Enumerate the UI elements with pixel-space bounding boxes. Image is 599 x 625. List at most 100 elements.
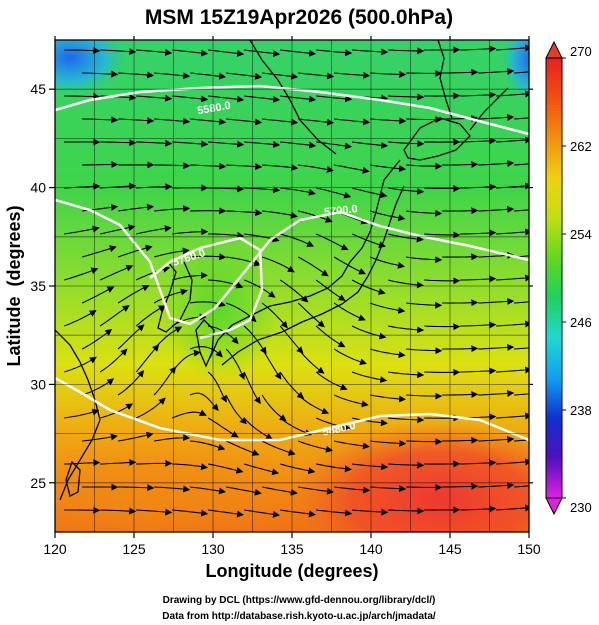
streamline-arrow <box>208 231 245 239</box>
streamline-arrow <box>81 328 113 350</box>
kyushu-coast <box>195 319 215 368</box>
streamline-arrow <box>496 504 529 512</box>
streamline-arrow <box>514 163 529 166</box>
streamline-arrow <box>63 356 97 373</box>
streamline-arrow <box>315 325 346 348</box>
streamline-arrow <box>406 209 443 217</box>
streamline-arrow <box>315 233 349 251</box>
streamline-arrow <box>496 366 529 374</box>
streamline-arrow <box>388 371 425 379</box>
korea-coast <box>157 261 193 333</box>
streamline-arrow <box>406 162 443 170</box>
streamline-arrow <box>514 117 529 120</box>
warm-core <box>290 420 529 532</box>
streamline-arrow <box>352 463 389 471</box>
colorbar-top-arrow <box>545 40 563 59</box>
streamline-arrow <box>478 389 515 397</box>
streamline-arrow <box>333 302 366 321</box>
streamline-arrow <box>496 320 529 328</box>
streamline-arrow <box>136 48 173 56</box>
streamline-arrow <box>118 431 154 442</box>
streamline-arrow <box>117 324 145 350</box>
streamline-arrow <box>279 417 312 436</box>
streamline-arrow <box>478 297 515 305</box>
credit-line-1: Drawing by DCL (https://www.gfd-dennou.o… <box>163 595 436 606</box>
warm-band <box>55 435 310 532</box>
streamline-arrow <box>63 310 97 327</box>
y-axis: 25 30 35 40 45 <box>30 81 533 491</box>
streamline-arrow <box>207 371 227 403</box>
streamline-arrow <box>135 397 166 419</box>
streamline-arrow <box>135 305 166 327</box>
streamline-arrow <box>117 284 150 304</box>
streamline-arrow <box>442 390 479 398</box>
streamline-arrow <box>352 141 389 149</box>
streamline-arrow <box>496 90 529 98</box>
streamline-arrow <box>226 72 263 80</box>
streamline-arrow <box>370 117 407 125</box>
streamline-arrow <box>333 256 367 275</box>
streamline-arrow <box>262 72 299 80</box>
streamline-arrow <box>171 409 207 419</box>
streamline-arrow <box>442 436 479 444</box>
streamline-arrow <box>100 139 137 147</box>
streamline-arrow <box>496 44 529 52</box>
streamline-arrow <box>64 47 101 55</box>
streamline-arrow <box>81 245 117 258</box>
streamline-arrow <box>298 118 335 126</box>
streamline-arrow <box>298 72 335 80</box>
streamline-arrow <box>99 348 128 373</box>
y-tick-label: 25 <box>30 475 46 491</box>
x-tick-label: 125 <box>122 541 146 557</box>
streamline-arrow <box>351 325 387 340</box>
streamline-arrow <box>387 325 425 334</box>
streamline-arrow <box>496 412 529 420</box>
streamline-arrow <box>280 49 317 57</box>
streamline-arrow <box>388 93 425 101</box>
streamline-arrow <box>351 371 388 383</box>
streamline-arrow <box>351 279 386 295</box>
streamline-arrow <box>154 434 191 442</box>
streamline-arrow <box>64 92 101 100</box>
streamline-arrow <box>514 71 529 74</box>
streamline-arrow <box>207 463 244 474</box>
streamline-arrow <box>514 485 529 488</box>
colorbar-tick-label: 270 <box>570 44 592 59</box>
streamline-arrow <box>478 113 515 121</box>
streamline-arrow <box>136 508 173 516</box>
streamline-arrow <box>154 72 191 80</box>
streamline-arrow <box>226 209 263 217</box>
colorbar-tick-label: 238 <box>570 403 592 418</box>
streamline-arrow <box>406 301 443 309</box>
streamline-arrow <box>369 348 406 359</box>
streamline-arrow <box>424 185 461 193</box>
streamline-arrow <box>297 256 329 277</box>
plot-area: 5580.0 5700.0 5760.0 5880.0 <box>55 40 529 532</box>
streamline-arrow <box>63 267 99 281</box>
streamline-arrow <box>478 205 515 213</box>
streamline-arrow <box>244 186 281 194</box>
streamline-arrow <box>315 417 351 431</box>
streamline-arrow <box>334 71 371 79</box>
streamline-arrow <box>388 461 425 469</box>
streamline-arrow <box>118 71 155 79</box>
streamline-arrow <box>226 163 263 171</box>
streamline-arrow <box>118 203 154 212</box>
streamline-arrow <box>261 486 298 496</box>
colorbar-bottom-arrow <box>545 497 563 516</box>
streamline-arrow <box>226 256 262 267</box>
streamline-arrow <box>261 440 296 456</box>
streamline-arrow <box>496 274 529 282</box>
streamline-arrow <box>297 348 325 374</box>
streamline-arrow <box>82 161 119 168</box>
streamline-arrow <box>172 49 209 57</box>
streamline-arrow <box>280 141 317 149</box>
streamline-arrow <box>64 408 100 419</box>
y-tick-label: 45 <box>30 81 46 97</box>
streamline-arrow <box>351 417 388 427</box>
streamline-arrow <box>99 305 130 327</box>
streamline-arrow <box>388 140 425 148</box>
streamline-arrow <box>406 392 443 400</box>
streamline-arrow <box>424 231 461 239</box>
streamline-arrow <box>82 116 119 124</box>
